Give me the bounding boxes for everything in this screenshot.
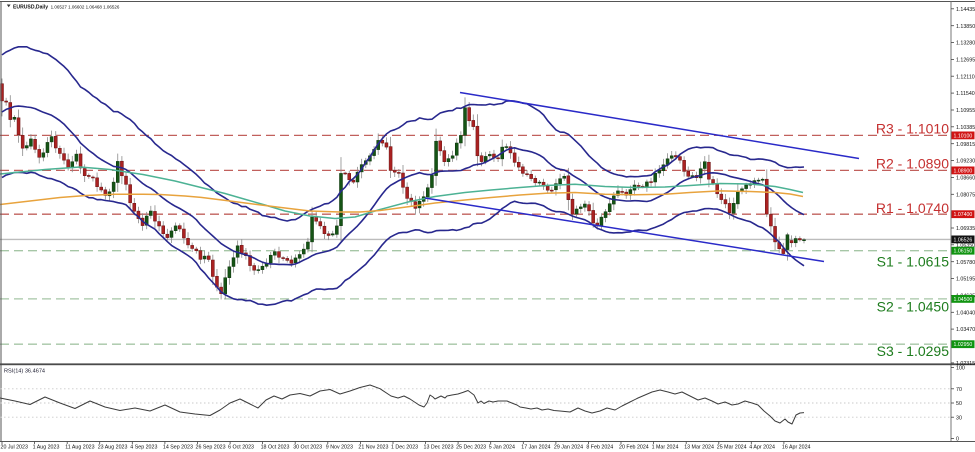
svg-text:1.08075: 1.08075 (956, 192, 975, 198)
svg-text:70: 70 (956, 387, 962, 393)
svg-text:1.10955: 1.10955 (956, 108, 975, 114)
svg-text:1.08900: 1.08900 (954, 168, 973, 174)
svg-text:16 Apr 2024: 16 Apr 2024 (782, 445, 811, 451)
svg-text:14 Sep 2023: 14 Sep 2023 (163, 445, 193, 451)
svg-text:1 Dec 2023: 1 Dec 2023 (391, 445, 418, 451)
svg-text:1.06935: 1.06935 (956, 226, 975, 232)
svg-text:1.02950: 1.02950 (954, 342, 973, 348)
svg-text:EURUSD,Daily 1.06527 1.06602: EURUSD,Daily 1.06527 1.06602 1.06468 1.0… (13, 4, 120, 10)
svg-text:1.05780: 1.05780 (956, 260, 975, 266)
svg-text:1 Mar 2024: 1 Mar 2024 (652, 445, 679, 451)
svg-text:13 Mar 2024: 13 Mar 2024 (684, 445, 714, 451)
svg-text:S2 - 1.0450: S2 - 1.0450 (877, 299, 950, 315)
svg-text:20 Jul 2023: 20 Jul 2023 (1, 445, 28, 451)
svg-text:11 Aug 2023: 11 Aug 2023 (65, 445, 94, 451)
svg-text:1 Aug 2023: 1 Aug 2023 (33, 445, 60, 451)
svg-text:1.11540: 1.11540 (956, 91, 975, 97)
svg-text:1.04500: 1.04500 (954, 297, 973, 303)
svg-text:9 Nov 2023: 9 Nov 2023 (326, 445, 353, 451)
svg-text:17 Jan 2024: 17 Jan 2024 (521, 445, 550, 451)
svg-text:1.12695: 1.12695 (956, 58, 975, 64)
svg-text:4 Sep 2023: 4 Sep 2023 (130, 445, 157, 451)
svg-text:100: 100 (956, 366, 965, 372)
svg-text:1.09815: 1.09815 (956, 142, 975, 148)
svg-text:0: 0 (956, 437, 959, 443)
svg-text:1.10385: 1.10385 (956, 125, 975, 131)
svg-text:25 Mar 2024: 25 Mar 2024 (717, 445, 747, 451)
svg-text:13 Dec 2023: 13 Dec 2023 (424, 445, 454, 451)
svg-text:4 Apr 2024: 4 Apr 2024 (749, 445, 775, 451)
svg-text:18 Oct 2023: 18 Oct 2023 (261, 445, 290, 451)
svg-text:1.07400: 1.07400 (954, 212, 973, 218)
svg-text:R3 - 1.1010: R3 - 1.1010 (876, 121, 949, 137)
svg-text:29 Jan 2024: 29 Jan 2024 (554, 445, 583, 451)
svg-text:S1 - 1.0615: S1 - 1.0615 (877, 254, 950, 270)
svg-text:20 Feb 2024: 20 Feb 2024 (619, 445, 649, 451)
svg-text:1.10100: 1.10100 (954, 133, 973, 139)
svg-text:R2 - 1.0890: R2 - 1.0890 (876, 156, 949, 172)
svg-text:1.06350: 1.06350 (956, 243, 975, 249)
svg-text:1.13850: 1.13850 (956, 24, 975, 30)
svg-text:1.08660: 1.08660 (956, 176, 975, 182)
svg-text:1.03470: 1.03470 (956, 327, 975, 333)
svg-text:1.06526: 1.06526 (954, 237, 973, 243)
svg-text:23 Aug 2023: 23 Aug 2023 (98, 445, 128, 451)
svg-text:1.13280: 1.13280 (956, 41, 975, 47)
svg-text:25 Dec 2023: 25 Dec 2023 (456, 445, 486, 451)
svg-text:26 Sep 2023: 26 Sep 2023 (196, 445, 226, 451)
svg-text:8 Feb 2024: 8 Feb 2024 (586, 445, 613, 451)
svg-text:1.02315: 1.02315 (956, 361, 975, 367)
svg-text:1.09230: 1.09230 (956, 159, 975, 165)
svg-text:S3 - 1.0295: S3 - 1.0295 (877, 343, 950, 359)
svg-text:RSI(14) 36.4674: RSI(14) 36.4674 (4, 369, 45, 375)
svg-text:R1 - 1.0740: R1 - 1.0740 (876, 200, 949, 216)
svg-text:1.14435: 1.14435 (956, 7, 975, 13)
svg-text:50: 50 (956, 401, 962, 407)
svg-text:30: 30 (956, 415, 962, 421)
svg-text:30 Oct 2023: 30 Oct 2023 (293, 445, 322, 451)
svg-text:1.04040: 1.04040 (956, 310, 975, 316)
svg-text:1.12110: 1.12110 (956, 74, 975, 80)
svg-text:21 Nov 2023: 21 Nov 2023 (358, 445, 388, 451)
svg-text:5 Jan 2024: 5 Jan 2024 (489, 445, 515, 451)
svg-text:1.06150: 1.06150 (954, 249, 973, 255)
svg-text:1.05195: 1.05195 (956, 277, 975, 283)
svg-text:6 Oct 2023: 6 Oct 2023 (228, 445, 254, 451)
